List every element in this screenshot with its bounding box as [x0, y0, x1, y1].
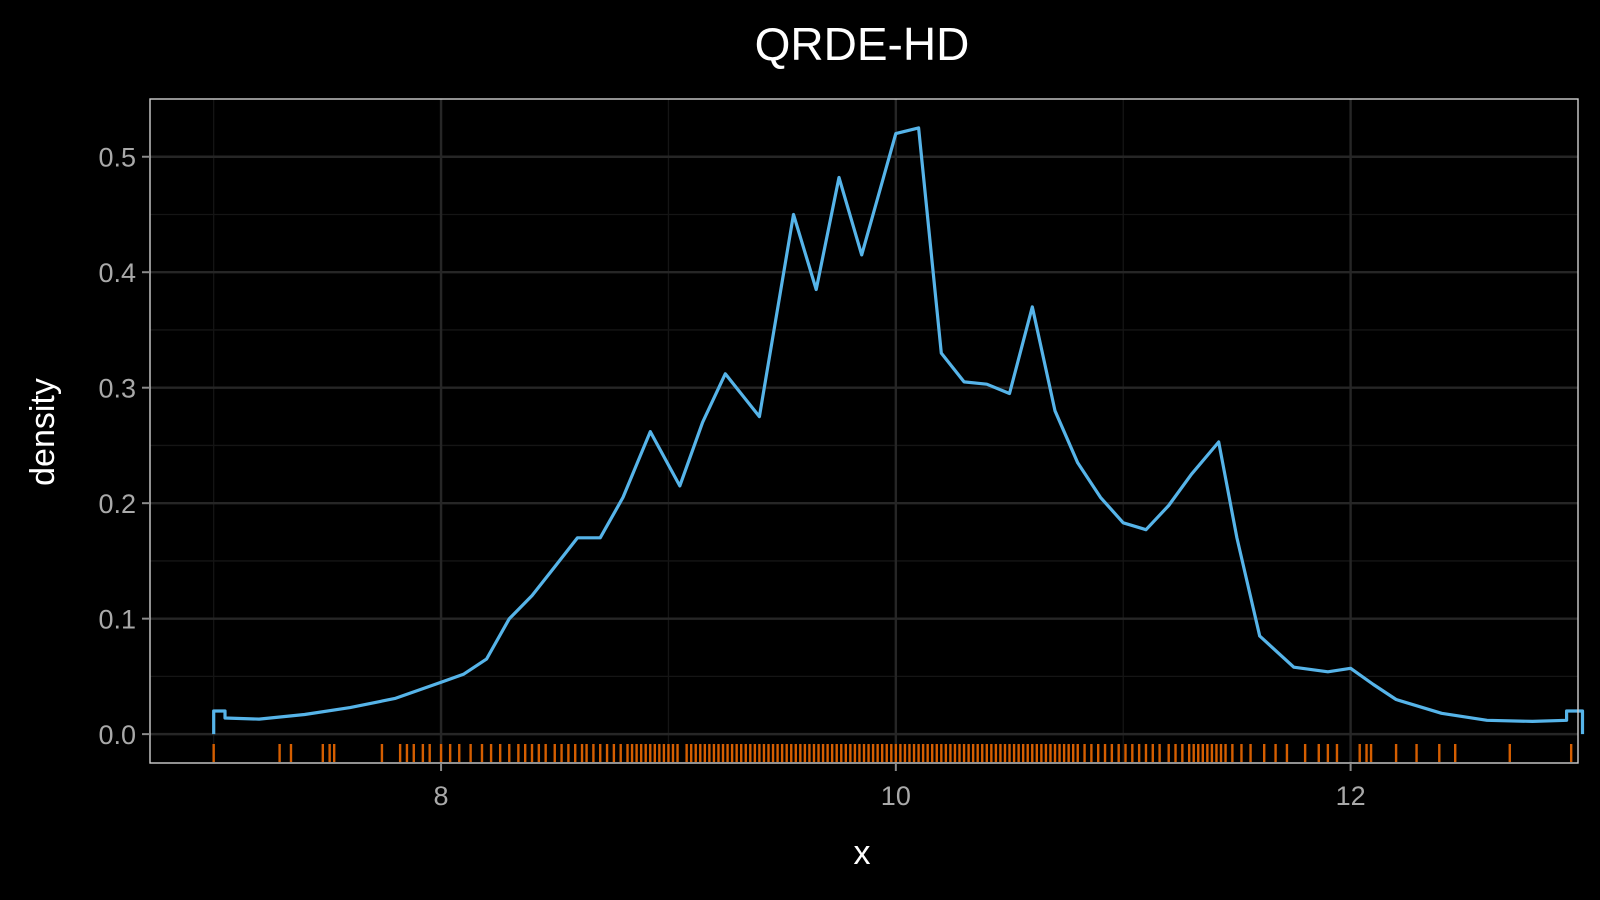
y-tick-label: 0.5: [98, 143, 136, 173]
plot-panel: [149, 98, 1585, 764]
grid-major: [150, 99, 1578, 763]
y-tick-label: 0.1: [98, 605, 136, 635]
panel-border: [149, 98, 1579, 764]
rug-marks: [212, 744, 1573, 762]
x-tick-label: 10: [881, 781, 911, 811]
y-axis-title: density: [24, 378, 62, 486]
y-tick-label: 0.4: [98, 258, 136, 288]
x-axis: 8 10 12: [434, 763, 1366, 811]
density-line: [212, 126, 1585, 735]
y-tick-label: 0.2: [98, 489, 136, 519]
x-tick-label: 12: [1336, 781, 1366, 811]
y-tick-label: 0.0: [98, 720, 136, 750]
x-axis-title: x: [854, 834, 871, 872]
y-axis: 0.0 0.1 0.2 0.3 0.4 0.5: [98, 143, 150, 750]
chart-title: QRDE-HD: [755, 18, 970, 70]
y-tick-label: 0.3: [98, 374, 136, 404]
x-tick-label: 8: [434, 781, 449, 811]
